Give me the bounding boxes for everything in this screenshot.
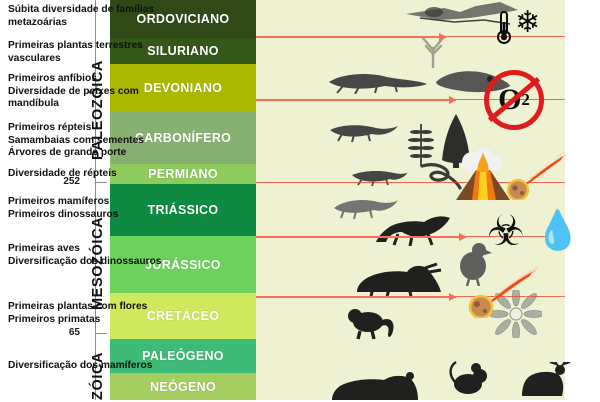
diverse-reptile-silhouette xyxy=(352,170,408,187)
arrow-triassic-event xyxy=(256,233,467,240)
deer-silhouette xyxy=(522,362,571,396)
axis-tick-label-252: 252 xyxy=(63,176,80,187)
description-devoniano: Primeiros anfíbios Diversidade de peixes… xyxy=(8,73,139,110)
snake-silhouette xyxy=(420,163,462,190)
period-band-paleogeno[interactable]: PALEÓGENO xyxy=(110,339,256,373)
description-carbonifero: Primeiros répteis Samambaias com semente… xyxy=(8,122,144,159)
period-band-jurassico[interactable]: JURÁSSICO xyxy=(110,236,256,293)
volcano-icon xyxy=(456,148,510,200)
period-band-triassico[interactable]: TRIÁSSICO xyxy=(110,184,256,236)
trilobite-arthropod-silhouette xyxy=(406,2,518,25)
bear-silhouette xyxy=(332,372,418,400)
primate-monkey-silhouette xyxy=(348,309,394,340)
description-cretaceo: Primeiras plantas com flores Primeiros p… xyxy=(8,301,148,325)
description-siluriano: Primeiras plantas terrestres vasculares xyxy=(8,40,143,64)
period-band-column: ORDOVICIANO SILURIANO DEVONIANO CARBONÍF… xyxy=(110,0,256,400)
description-jurassico: Primeiras aves Diversificação dos dinoss… xyxy=(8,243,162,267)
period-band-neogeno[interactable]: NEÓGENO xyxy=(110,373,256,400)
period-label-triassico: TRIÁSSICO xyxy=(147,203,219,217)
o2-prohibited-icon: O2 xyxy=(484,70,544,130)
early-amphibian-silhouette xyxy=(329,74,427,94)
arrow-cretaceous-event xyxy=(256,293,457,300)
hadrosaur-dinosaur-silhouette xyxy=(376,216,450,246)
biohazard-icon: ☣ xyxy=(487,207,525,254)
period-label-paleogeno: PALEÓGENO xyxy=(142,349,224,363)
period-label-permiano: PERMIANO xyxy=(148,167,218,181)
axis-tick-label-65: 65 xyxy=(68,327,80,338)
period-band-devoniano[interactable]: DEVONIANO xyxy=(110,64,256,112)
period-band-permiano[interactable]: PERMIANO xyxy=(110,164,256,184)
period-band-cretaceo[interactable]: CRETÁCEO xyxy=(110,293,256,339)
description-permiano: Diversidade de répteis xyxy=(8,168,117,179)
vascular-plant-silhouette xyxy=(421,36,445,68)
prohibition-ring xyxy=(484,70,544,130)
seed-fern-silhouette xyxy=(408,124,434,166)
conifer-tree-silhouette xyxy=(442,114,470,168)
description-triassico: Primeiros mamíferos Primeiros dinossauro… xyxy=(8,196,119,220)
snowflake-icon: ❄ xyxy=(515,6,541,39)
period-label-cretaceo: CRETÁCEO xyxy=(146,309,220,323)
triceratops-silhouette xyxy=(357,262,442,296)
rodent-mouse-silhouette xyxy=(449,361,487,394)
arrow-anoxia-event xyxy=(256,96,457,103)
period-label-siluriano: SILURIANO xyxy=(147,44,219,58)
period-label-neogeno: NEÓGENO xyxy=(150,379,216,394)
period-band-carbonifero[interactable]: CARBONÍFERO xyxy=(110,112,256,164)
axis-tick-252 xyxy=(95,182,107,184)
description-panel xyxy=(256,0,565,400)
meteor-icon-upper xyxy=(506,150,569,200)
period-label-ordoviciano: ORDOVICIANO xyxy=(136,12,230,26)
period-band-ordoviciano[interactable]: ORDOVICIANO xyxy=(110,0,256,38)
period-band-siluriano[interactable]: SILURIANO xyxy=(110,38,256,64)
separator-permian xyxy=(256,182,565,184)
thermometer-icon xyxy=(497,11,511,44)
period-label-devoniano: DEVONIANO xyxy=(143,81,223,95)
meteor-icon-lower xyxy=(468,264,542,318)
early-reptile-silhouette xyxy=(330,125,398,143)
early-mammal-silhouette xyxy=(334,200,398,220)
arrow-glaciation-event xyxy=(256,33,447,40)
period-label-carbonifero: CARBONÍFERO xyxy=(134,131,232,145)
description-paleogeno: Diversificação dos mamíferos xyxy=(8,360,153,371)
water-drop-icon: 💧 xyxy=(534,210,582,252)
description-ordoviciano: Súbita diversidade de famílias metazoári… xyxy=(8,4,155,28)
period-label-jurassico: JURÁSSICO xyxy=(145,257,221,272)
axis-line xyxy=(95,0,97,400)
dodo-bird-silhouette xyxy=(460,243,492,286)
axis-tick-65 xyxy=(95,333,107,335)
